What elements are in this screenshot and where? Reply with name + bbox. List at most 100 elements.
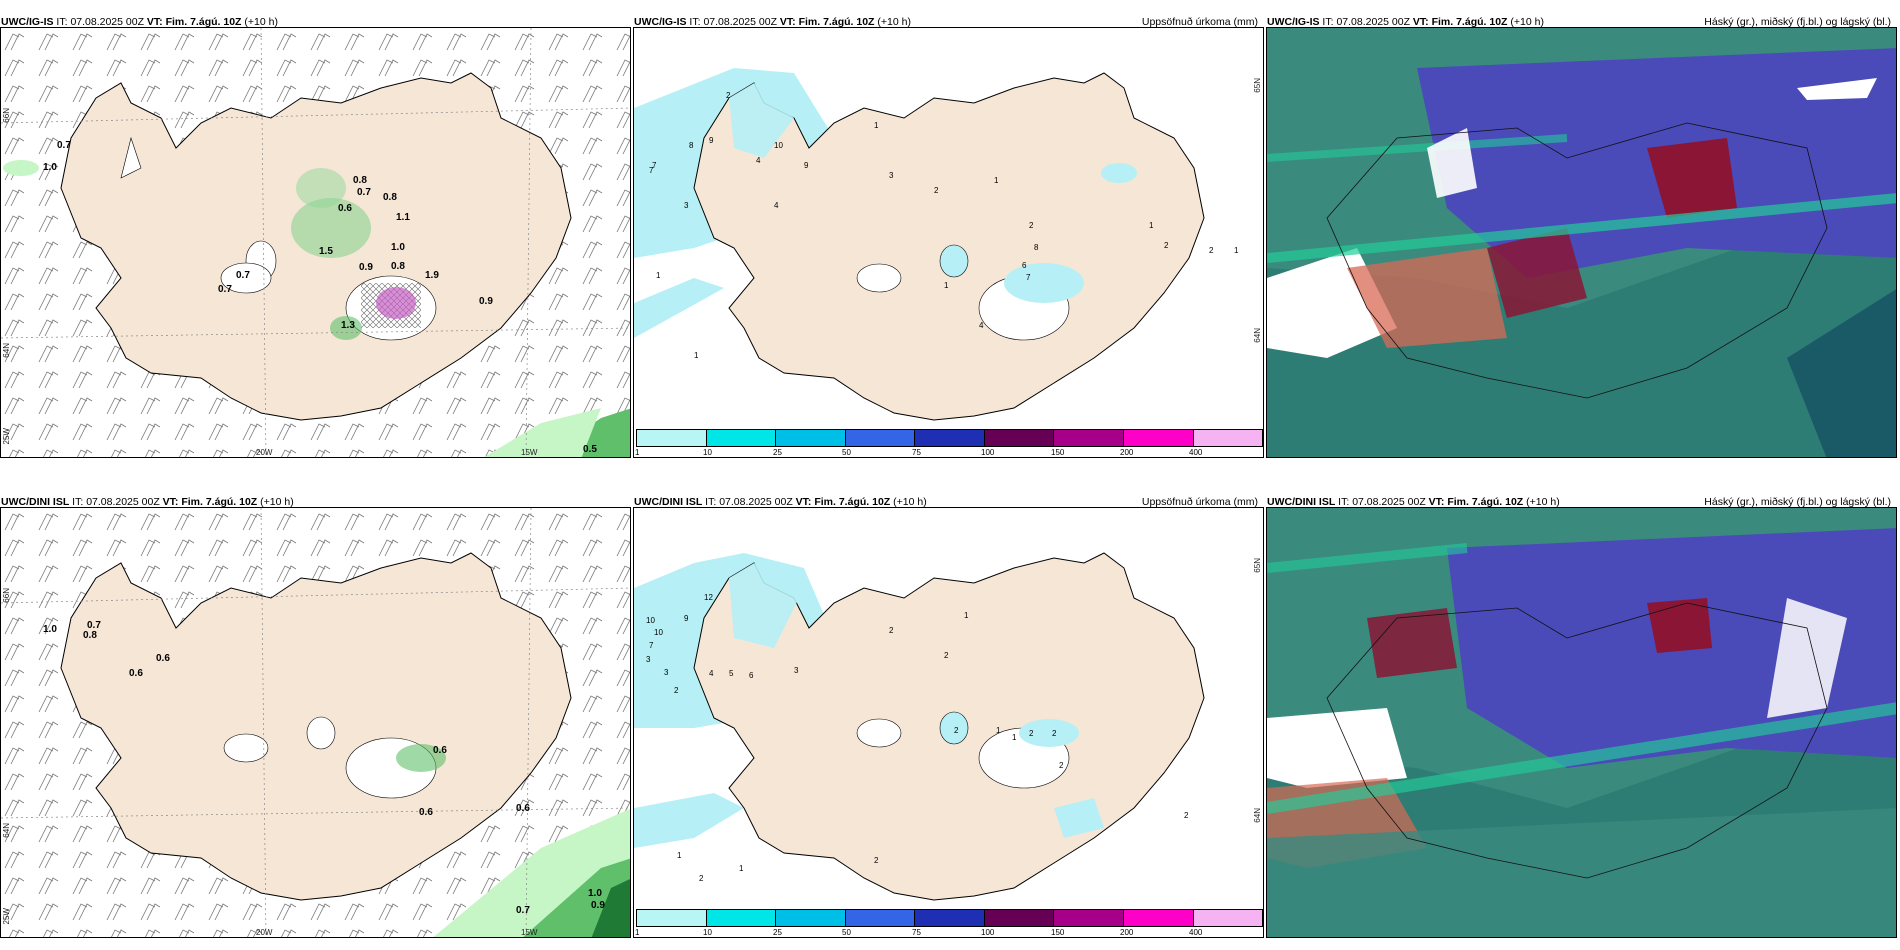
value-label: 0.8: [391, 261, 405, 272]
value-label: 0.7: [516, 905, 530, 916]
cloud-map: [1267, 28, 1896, 457]
value-label: 0.6: [516, 803, 530, 814]
colorbar-tick: 50: [842, 928, 851, 937]
colorbar-tick: 10: [703, 448, 712, 457]
colorbar-swatch: [845, 430, 916, 446]
wind-map: 1.0 0.7 0.8 0.6 0.6 0.6 0.6 0.6 0.7 1.0 …: [1, 508, 630, 937]
colorbar-swatch: [984, 430, 1055, 446]
colorbar-swatch: [706, 910, 777, 926]
wind-map: 0.7 1.0 0.8 0.7 0.6 0.8 1.1 1.0 1.5 0.9 …: [1, 28, 630, 457]
lat-label: 66N: [2, 108, 11, 123]
panel-precip-dini: UWC/DINI ISL IT: 07.08.2025 00Z VT: Fim.…: [633, 492, 1264, 938]
colorbar-tick: 400: [1189, 448, 1203, 457]
precip-value: 10: [774, 141, 783, 150]
precip-value: 2: [1164, 241, 1169, 250]
precip-value: 7: [1026, 273, 1031, 282]
precip-value: 2: [944, 651, 949, 660]
precip-value: 1: [996, 726, 1001, 735]
value-label: 1.5: [319, 246, 333, 257]
value-label: 0.6: [338, 203, 352, 214]
precip-value: 2: [889, 626, 894, 635]
value-label: 0.8: [83, 630, 97, 641]
value-label: 0.7: [57, 140, 71, 151]
precip-value: 1: [944, 281, 949, 290]
precip-value: 1: [964, 611, 969, 620]
colorbar-swatch: [637, 430, 707, 446]
lon-label: 15W: [521, 448, 538, 457]
value-label: 1.0: [391, 242, 405, 253]
colorbar-tick: 150: [1051, 928, 1065, 937]
precip-value: 6: [749, 671, 754, 680]
colorbar-tick: 100: [981, 448, 995, 457]
colorbar-tick: 400: [1189, 928, 1203, 937]
colorbar-swatch: [1123, 430, 1194, 446]
colorbar-tick: 75: [912, 928, 921, 937]
panel-title: UWC/IG-IS IT: 07.08.2025 00Z VT: Fim. 7.…: [634, 16, 911, 28]
colorbar-tick: 75: [912, 448, 921, 457]
precip-value: 2: [1052, 729, 1057, 738]
value-label: 1.1: [396, 212, 410, 223]
precip-value: 4: [979, 321, 984, 330]
colorbar-swatch: [637, 910, 707, 926]
lat-label: 66N: [2, 588, 11, 603]
precip-value: 1: [739, 864, 744, 873]
precip-value: 4: [774, 201, 779, 210]
colorbar-tick: 1: [635, 448, 640, 457]
colorbar-swatch: [915, 910, 985, 926]
precip-value: 2: [1184, 811, 1189, 820]
precip-value: 1: [994, 176, 999, 185]
value-label: 0.7: [357, 187, 371, 198]
lat-label: 64N: [2, 823, 11, 838]
precip-value: 3: [889, 171, 894, 180]
colorbar-tick: 200: [1120, 928, 1134, 937]
precip-value: 6: [1022, 261, 1027, 270]
precip-value: 10: [654, 628, 663, 637]
colorbar-tick: 200: [1120, 448, 1134, 457]
precip-value: 8: [1034, 243, 1039, 252]
value-label: 1.0: [588, 888, 602, 899]
precip-value: 1: [1234, 246, 1239, 255]
colorbar-swatch: [1123, 910, 1194, 926]
precip-value: 2: [874, 856, 879, 865]
panel-precip-igis: UWC/IG-IS IT: 07.08.2025 00Z VT: Fim. 7.…: [633, 12, 1264, 458]
value-label: 0.6: [433, 745, 447, 756]
lon-label: 15W: [521, 928, 538, 937]
colorbar-tick: 25: [773, 928, 782, 937]
colorbar-swatch: [915, 430, 985, 446]
precip-value: 2: [674, 686, 679, 695]
precip-value: 3: [684, 201, 689, 210]
panel-subtitle: Uppsöfnuð úrkoma (mm): [1141, 16, 1258, 28]
lat-label: 64N: [2, 343, 11, 358]
lat-label: 65N: [1253, 78, 1262, 93]
value-label: 0.5: [583, 444, 597, 455]
panel-subtitle: Háský (gr.), miðský (fj.bl.) og lágský (…: [1704, 496, 1891, 508]
precip-value: 2: [954, 726, 959, 735]
precip-value: 2: [1209, 246, 1214, 255]
panel-title: UWC/DINI ISL IT: 07.08.2025 00Z VT: Fim.…: [1, 496, 294, 508]
value-label: 0.9: [359, 262, 373, 273]
map-frame: 0.7 1.0 0.8 0.7 0.6 0.8 1.1 1.0 1.5 0.9 …: [0, 27, 631, 458]
panel-title: UWC/DINI ISL IT: 07.08.2025 00Z VT: Fim.…: [634, 496, 927, 508]
colorbar: [636, 909, 1263, 927]
value-label: 1.9: [425, 270, 439, 281]
map-frame: [1266, 27, 1897, 458]
precip-value: 2: [1059, 761, 1064, 770]
precip-value: 9: [709, 136, 714, 145]
panel-subtitle: Háský (gr.), miðský (fj.bl.) og lágský (…: [1704, 16, 1891, 28]
precip-value: 7: [649, 641, 654, 650]
colorbar-swatch: [1193, 910, 1263, 926]
value-label: 0.6: [129, 668, 143, 679]
colorbar-tick: 1: [635, 928, 640, 937]
map-frame: 1.0 0.7 0.8 0.6 0.6 0.6 0.6 0.6 0.7 1.0 …: [0, 507, 631, 938]
lon-label: 25W: [2, 908, 11, 925]
map-frame: [1266, 507, 1897, 938]
colorbar-swatch: [706, 430, 777, 446]
precip-value: 1: [656, 271, 661, 280]
colorbar-tick: 50: [842, 448, 851, 457]
precip-value: 1: [874, 121, 879, 130]
precip-value: 4: [709, 669, 714, 678]
colorbar-swatch: [776, 910, 846, 926]
value-label: 0.7: [236, 270, 250, 281]
colorbar-tick: 10: [703, 928, 712, 937]
colorbar-swatch: [1054, 430, 1124, 446]
